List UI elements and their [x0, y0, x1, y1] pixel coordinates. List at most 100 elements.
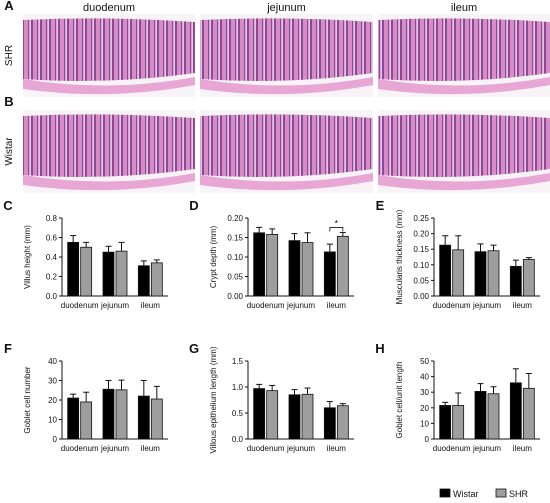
x-tick-label-duodenum: duodenum	[61, 444, 99, 453]
x-tick-label-ileum: ileum	[141, 444, 160, 453]
y-tick-label: 0.20	[227, 214, 243, 223]
legend-label-shr: SHR	[509, 489, 529, 499]
y-tick-label: 50	[420, 357, 429, 366]
y-tick-label: 40	[420, 373, 429, 382]
y-tick-label: 0.10	[227, 253, 243, 262]
villi-tissue	[200, 114, 373, 177]
bar-wistar-jejunum	[288, 240, 301, 297]
bar-wistar-ileum	[509, 382, 522, 440]
row-label-Wistar: Wistar	[4, 137, 15, 166]
bar-wistar-duodenum	[253, 232, 266, 297]
histology-panels: duodenum jejunum ileum A SHR B Wistar	[4, 0, 550, 193]
y-tick-label: 0.15	[227, 234, 243, 243]
bar-shr-jejunum	[115, 250, 128, 297]
bar-wistar-duodenum	[439, 244, 452, 297]
panel-label-A: A	[4, 0, 14, 13]
y-tick-label: 30	[420, 388, 429, 397]
legend-label-wistar: Wistar	[453, 489, 479, 499]
muscularis-layer	[200, 77, 373, 95]
x-tick-label-duodenum: duodenum	[247, 444, 285, 453]
y-tick-label: 0.20	[413, 230, 429, 239]
bar-shr-duodenum	[452, 249, 465, 297]
bar-wistar-duodenum	[253, 388, 266, 440]
panel-label-D: D	[189, 198, 198, 213]
bar-shr-ileum	[336, 235, 349, 297]
y-tick-label: 0.5	[232, 409, 244, 418]
y-tick-label: 0.4	[46, 253, 58, 262]
muscularis-layer	[378, 173, 550, 191]
bar-shr-jejunum	[115, 389, 128, 440]
bar-shr-ileum	[336, 405, 349, 440]
y-tick-label: 0.25	[413, 214, 429, 223]
villi-tissue	[23, 114, 195, 177]
chart-panels: C Villus height (mm) 0.0 0.2 0.4 0.6 0.8 duoden…	[3, 198, 540, 454]
x-tick-label-ileum: ileum	[141, 301, 160, 310]
villi-tissue	[23, 18, 195, 81]
bar-wistar-jejunum	[102, 388, 115, 440]
bar-shr-duodenum	[266, 233, 279, 297]
x-tick-label-jejunum: jejunum	[286, 444, 315, 453]
panel-label-G: G	[189, 341, 199, 356]
bar-shr-ileum	[522, 259, 535, 297]
micrograph-SHR-ileum	[378, 14, 550, 97]
y-tick-label: 0.15	[413, 245, 429, 254]
y-tick-label: 0.6	[46, 234, 58, 243]
chart-E: E Muscularis thickness (mm) 0.00 0.05 0.10 0.…	[376, 198, 540, 310]
x-tick-label-duodenum: duodenum	[433, 444, 471, 453]
micrograph-Wistar-ileum	[378, 110, 550, 193]
x-tick-label-ileum: ileum	[327, 301, 346, 310]
micrograph-Wistar-jejunum	[200, 110, 373, 193]
y-axis-label: Crypt depth (mm)	[209, 226, 218, 289]
panel-label-B: B	[4, 94, 13, 109]
x-tick-label-jejunum: jejunum	[472, 301, 501, 310]
bar-wistar-duodenum	[439, 405, 452, 440]
bar-wistar-jejunum	[102, 251, 115, 297]
bar-wistar-ileum	[323, 251, 336, 297]
legend: Wistar SHR	[439, 488, 529, 499]
y-axis-label: Goblet cell/unit length	[395, 362, 404, 439]
bar-shr-jejunum	[301, 242, 314, 297]
panel-label-C: C	[3, 198, 13, 213]
bar-wistar-jejunum	[474, 251, 487, 297]
chart-G: G Villous epithelium length (mm) 0.0 0.5 1.0…	[189, 341, 354, 454]
micrograph-Wistar-duodenum	[23, 110, 195, 193]
x-tick-label-duodenum: duodenum	[247, 301, 285, 310]
x-tick-label-ileum: ileum	[513, 444, 532, 453]
bar-shr-duodenum	[452, 405, 465, 440]
y-tick-label: 10	[420, 419, 429, 428]
chart-D: D Crypt depth (mm) 0.00 0.05 0.10 0.15 0.20 duo…	[189, 198, 354, 310]
y-tick-label: 20	[420, 404, 429, 413]
y-tick-label: 0.00	[413, 292, 429, 301]
y-tick-label: 40	[48, 357, 57, 366]
x-tick-label-jejunum: jejunum	[100, 301, 129, 310]
x-tick-label-ileum: ileum	[327, 444, 346, 453]
panel-label-H: H	[375, 341, 384, 356]
bar-wistar-ileum	[323, 407, 336, 440]
villi-tissue	[378, 114, 550, 177]
y-tick-label: 0.10	[413, 261, 429, 270]
panel-label-F: F	[4, 341, 12, 356]
y-tick-label: 0.8	[46, 214, 58, 223]
y-tick-label: 10	[48, 416, 57, 425]
column-header-ileum: ileum	[451, 2, 477, 14]
chart-H: H Goblet cell/unit length 0 10 20 30 40 50 duode…	[375, 341, 540, 453]
bar-shr-duodenum	[80, 246, 93, 297]
x-tick-label-jejunum: jejunum	[472, 444, 501, 453]
row-label-SHR: SHR	[4, 45, 15, 66]
micrograph-SHR-jejunum	[200, 14, 373, 97]
column-header-jejunum: jejunum	[266, 2, 306, 14]
muscularis-layer	[23, 173, 195, 191]
micrograph-SHR-duodenum	[23, 14, 195, 97]
y-tick-label: 1.5	[232, 357, 244, 366]
bar-shr-jejunum	[487, 250, 500, 297]
muscularis-layer	[23, 77, 195, 95]
muscularis-layer	[200, 173, 373, 191]
villi-tissue	[378, 18, 550, 81]
y-tick-label: 0	[53, 435, 58, 444]
x-tick-label-ileum: ileum	[513, 301, 532, 310]
y-tick-label: 0.05	[227, 273, 243, 282]
bar-shr-ileum	[150, 262, 163, 297]
chart-C: C Villus height (mm) 0.0 0.2 0.4 0.6 0.8 duoden…	[3, 198, 168, 310]
significance-bracket	[329, 227, 344, 232]
